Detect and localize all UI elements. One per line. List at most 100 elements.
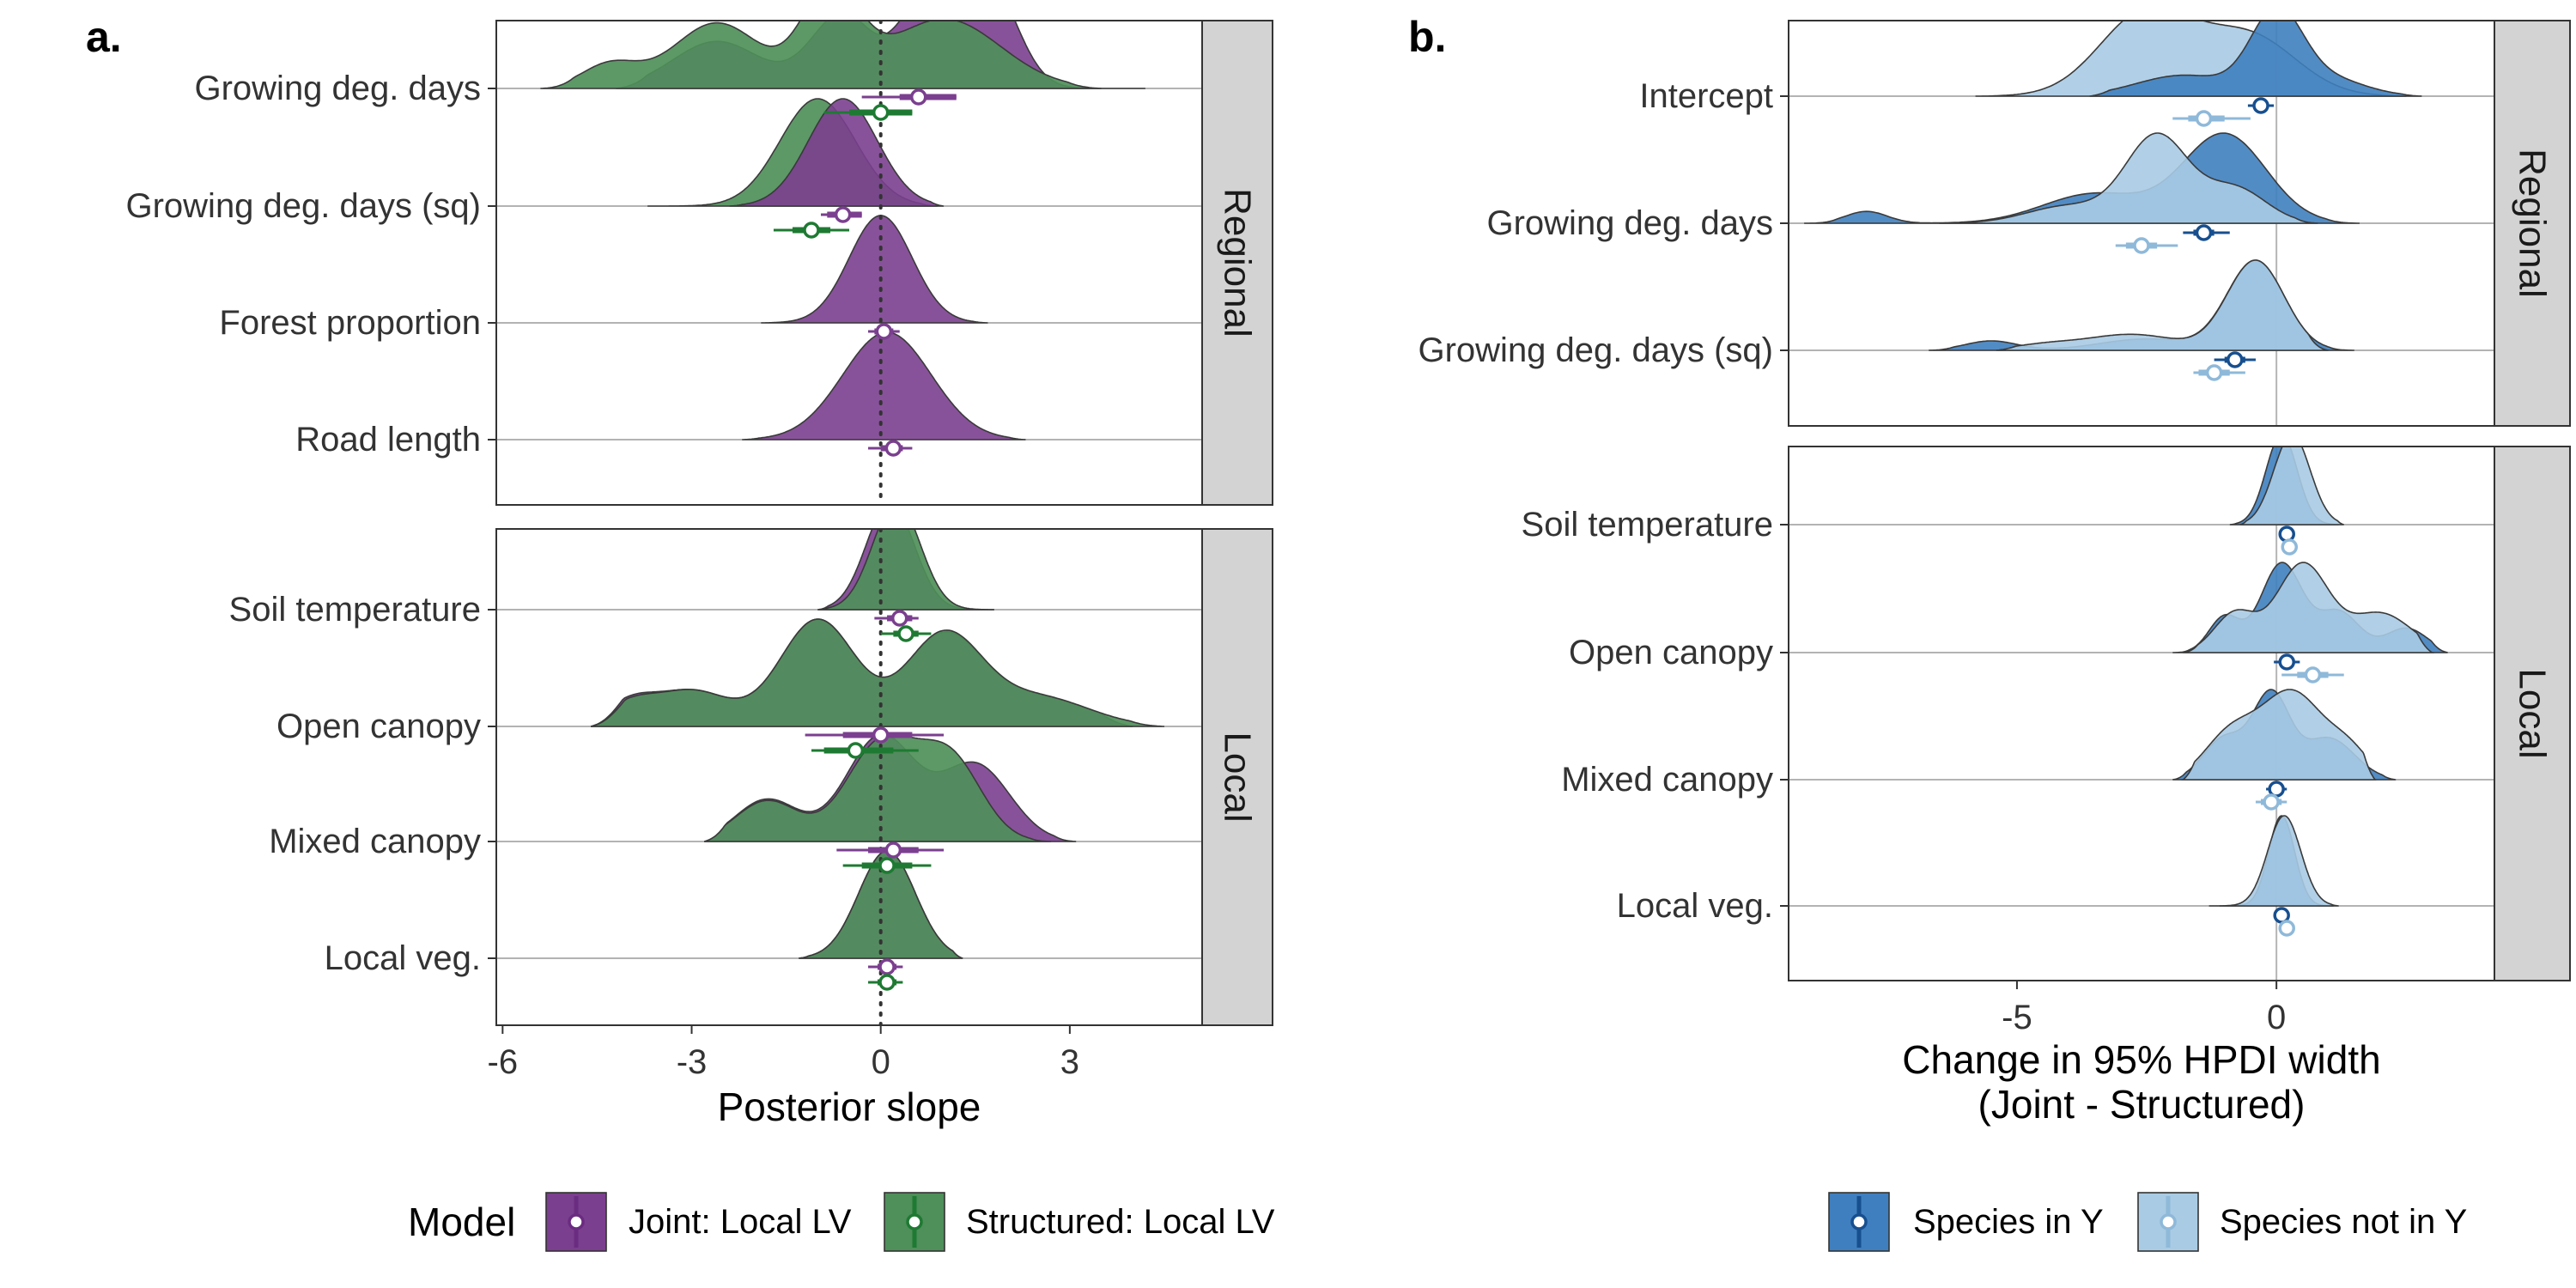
y-tick-label: Intercept	[1639, 77, 1773, 115]
x-axis-title: Change in 95% HPDI width	[1902, 1037, 2380, 1082]
estimate-species-in-y	[2214, 351, 2256, 368]
y-tick-label: Forest proportion	[219, 304, 481, 342]
y-tick-label: Growing deg. days	[194, 70, 481, 107]
point-estimate	[2195, 224, 2213, 241]
ridge-row	[1789, 259, 2494, 351]
estimate-structured-local-lv	[773, 222, 849, 239]
point-estimate	[847, 742, 865, 759]
ridge-row	[496, 618, 1202, 727]
point-estimate	[875, 323, 893, 340]
x-axis-title: Posterior slope	[718, 1084, 981, 1129]
facet-plot-area	[496, 529, 1202, 1025]
ridge-row	[1789, 562, 2494, 653]
legend-point	[2160, 1213, 2177, 1230]
point-estimate	[2195, 110, 2213, 127]
facet-strip	[1201, 20, 1273, 506]
point-estimate	[2263, 793, 2280, 811]
point-estimate	[878, 974, 896, 991]
ridge-row	[496, 850, 1202, 959]
density-species-not-in-y	[1939, 132, 2318, 224]
estimate-species-not-in-y	[2281, 666, 2344, 683]
y-tick-label: Soil temperature	[229, 591, 481, 629]
x-axis-title-line2: (Joint - Structured)	[1978, 1082, 2306, 1127]
x-tick-label: -5	[2002, 999, 2032, 1036]
legend-label: Species in Y	[1913, 1203, 2104, 1241]
point-estimate	[2281, 538, 2299, 556]
point-estimate	[872, 726, 890, 744]
point-estimate	[834, 206, 852, 223]
facet-background	[1789, 447, 2494, 981]
legend-label: Joint: Local LV	[629, 1203, 852, 1241]
estimate-species-not-in-y	[2172, 110, 2251, 127]
estimate-structured-local-lv	[823, 104, 913, 121]
legend-model: Model Joint: Local LV Structured: Local LV	[408, 1192, 1275, 1252]
legend-point	[1850, 1213, 1868, 1230]
ridge-row	[1789, 21, 2494, 97]
estimate-species-not-in-y	[2193, 364, 2245, 381]
y-tick-label: Mixed canopy	[269, 823, 481, 860]
estimate-joint-local-lv	[874, 610, 919, 627]
legend-point	[906, 1213, 923, 1230]
ridge-row	[496, 215, 1202, 324]
estimate-species-in-y	[2247, 97, 2275, 114]
y-tick-label: Growing deg. days	[1486, 204, 1773, 242]
facet-strip	[1201, 528, 1273, 1026]
estimate-species-not-in-y	[2115, 237, 2178, 254]
x-tick-label: -3	[677, 1043, 708, 1081]
point-estimate	[872, 104, 890, 121]
y-tick-label: Local veg.	[325, 939, 481, 977]
y-tick-label: Open canopy	[1569, 634, 1773, 671]
point-estimate	[897, 625, 914, 642]
estimate-structured-local-lv	[842, 857, 932, 874]
estimate-species-not-in-y	[2281, 538, 2299, 556]
point-estimate	[2205, 364, 2223, 381]
point-estimate	[890, 610, 908, 627]
point-estimate	[2278, 653, 2295, 671]
estimate-species-in-y	[2266, 781, 2287, 798]
x-tick-label: 0	[872, 1043, 890, 1081]
point-estimate	[884, 440, 902, 457]
density-joint-local-lv	[761, 215, 988, 324]
point-estimate	[878, 958, 896, 975]
facet-regional: Regional Intercept Growing deg. days Growin…	[1418, 20, 2571, 427]
legend-key	[2137, 1192, 2199, 1252]
point-estimate	[2133, 237, 2150, 254]
legend-label: Structured: Local LV	[966, 1203, 1275, 1241]
estimate-species-in-y	[2274, 653, 2300, 671]
density-structured-local-lv	[540, 21, 1102, 89]
point-estimate	[803, 222, 820, 239]
y-tick-label: Growing deg. days (sq)	[125, 187, 481, 225]
density-species-not-in-y	[1996, 259, 2329, 351]
estimate-species-not-in-y	[2255, 793, 2287, 811]
panel-label: a.	[86, 13, 122, 61]
facet-plot-area	[1789, 21, 2494, 426]
y-tick-label: Soil temperature	[1522, 506, 1773, 544]
facet-strip-label: Local	[1217, 732, 1259, 822]
panel-a: a. Regional Growing deg. days Growing deg. …	[86, 13, 1273, 1129]
x-tick-label: 0	[2267, 999, 2286, 1036]
y-tick-label: Open canopy	[276, 708, 481, 745]
ridge-row	[1789, 689, 2494, 781]
estimate-joint-local-lv	[836, 841, 945, 859]
point-estimate	[2252, 97, 2269, 114]
x-tick-label: 3	[1060, 1043, 1079, 1081]
facet-local: Local Soil temperature Open canopy Mixed ca…	[229, 528, 1273, 1026]
ridge-row	[496, 98, 1202, 207]
panel-b: b. Regional Intercept Growing deg. days Grow…	[1408, 13, 2571, 1127]
density-species-in-y	[2089, 21, 2422, 97]
legend-title: Model	[408, 1200, 515, 1244]
density-species-not-in-y	[2219, 815, 2339, 907]
density-structured-local-lv	[817, 529, 994, 611]
y-tick-label: Local veg.	[1617, 887, 1773, 925]
legend-point	[568, 1213, 585, 1230]
panel-label: b.	[1408, 13, 1446, 61]
facet-strip-label: Local	[2512, 668, 2554, 758]
density-species-not-in-y	[2181, 689, 2377, 781]
estimate-structured-local-lv	[880, 625, 932, 642]
ridge-row	[1789, 132, 2494, 224]
estimate-joint-local-lv	[868, 323, 900, 340]
ridge-row	[1789, 447, 2494, 526]
legend-species: Species in Y Species not in Y	[1828, 1192, 2467, 1252]
estimate-joint-local-lv	[820, 206, 862, 223]
estimate-joint-local-lv	[805, 726, 945, 744]
